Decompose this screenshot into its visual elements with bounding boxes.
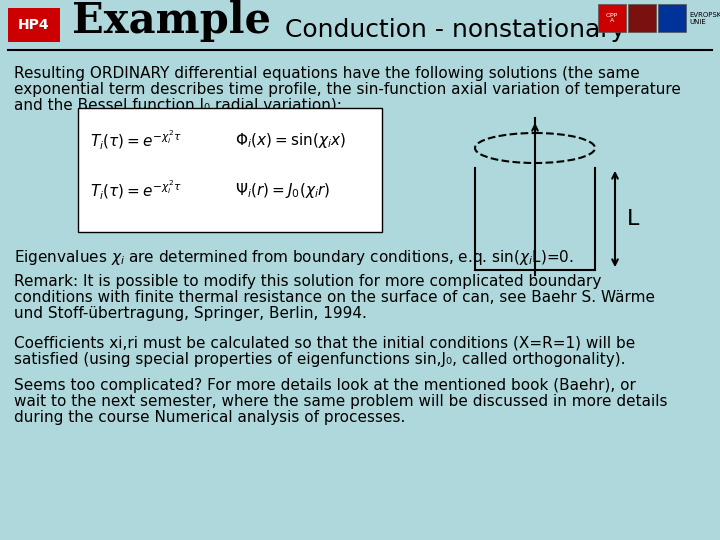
- Text: und Stoff-übertragung, Springer, Berlin, 1994.: und Stoff-übertragung, Springer, Berlin,…: [14, 306, 367, 321]
- Text: wait to the next semester, where the same problem will be discussed in more deta: wait to the next semester, where the sam…: [14, 394, 667, 409]
- Text: $\Psi_i(r) = J_0(\chi_i r)$: $\Psi_i(r) = J_0(\chi_i r)$: [235, 180, 330, 199]
- Text: satisfied (using special properties of eigenfunctions sin,J₀, called orthogonali: satisfied (using special properties of e…: [14, 352, 626, 367]
- Text: Seems too complicated? For more details look at the mentioned book (Baehr), or: Seems too complicated? For more details …: [14, 378, 636, 393]
- Text: Resulting ORDINARY differential equations have the following solutions (the same: Resulting ORDINARY differential equation…: [14, 66, 640, 81]
- Text: EVROPSKÁ
UNIE: EVROPSKÁ UNIE: [689, 11, 720, 25]
- Text: $\Phi_i(x) = \sin(\chi_i x)$: $\Phi_i(x) = \sin(\chi_i x)$: [235, 131, 346, 150]
- Text: Coefficients xi,ri must be calculated so that the initial conditions (X=R=1) wil: Coefficients xi,ri must be calculated so…: [14, 336, 635, 351]
- Text: exponential term describes time profile, the sin-function axial variation of tem: exponential term describes time profile,…: [14, 82, 681, 97]
- FancyBboxPatch shape: [658, 4, 686, 32]
- FancyBboxPatch shape: [598, 4, 626, 32]
- FancyBboxPatch shape: [628, 4, 656, 32]
- Text: Conduction - nonstationary: Conduction - nonstationary: [285, 18, 626, 42]
- Text: L: L: [627, 209, 639, 229]
- Text: Remark: It is possible to modify this solution for more complicated boundary: Remark: It is possible to modify this so…: [14, 274, 601, 289]
- Text: conditions with finite thermal resistance on the surface of can, see Baehr S. Wä: conditions with finite thermal resistanc…: [14, 290, 655, 305]
- Text: $T_i(\tau)=e^{-\chi_i^2\tau}$: $T_i(\tau)=e^{-\chi_i^2\tau}$: [90, 129, 182, 152]
- Text: during the course Numerical analysis of processes.: during the course Numerical analysis of …: [14, 410, 405, 425]
- Text: Example: Example: [72, 0, 271, 42]
- Text: Eigenvalues $\chi_i$ are determined from boundary conditions, e.q. sin($\chi_i$L: Eigenvalues $\chi_i$ are determined from…: [14, 248, 574, 267]
- Text: $T_i(\tau)=e^{-\chi_i^2\tau}$: $T_i(\tau)=e^{-\chi_i^2\tau}$: [90, 179, 182, 201]
- Text: and the Bessel function J₀ radial variation):: and the Bessel function J₀ radial variat…: [14, 98, 342, 113]
- Text: OPP
A: OPP A: [606, 12, 618, 23]
- Text: HP4: HP4: [18, 18, 50, 32]
- FancyBboxPatch shape: [78, 108, 382, 232]
- FancyBboxPatch shape: [8, 8, 60, 42]
